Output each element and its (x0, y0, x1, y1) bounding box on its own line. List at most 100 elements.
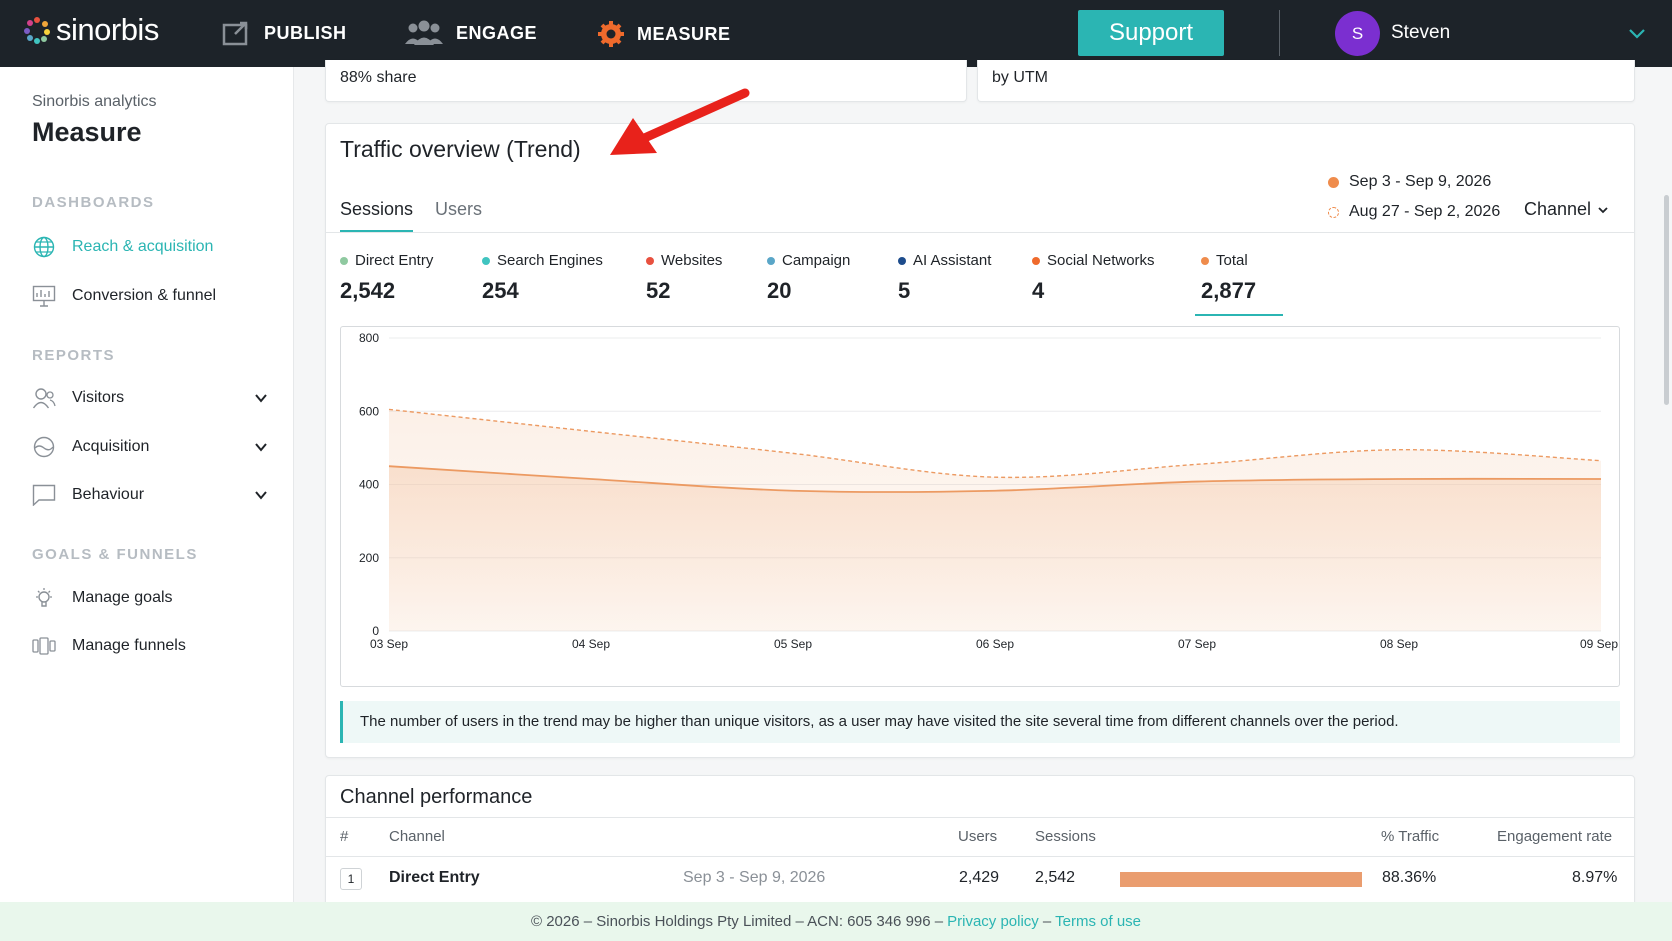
legend-previous-range: Aug 27 - Sep 2, 2026 (1328, 203, 1500, 221)
sidebar: Sinorbis analytics Measure DASHBOARDS Re… (0, 67, 294, 902)
sidebar-item-label: Reach & acquisition (72, 238, 214, 255)
metric-value: 254 (482, 278, 519, 303)
sidebar-item-reach-acquisition[interactable]: Reach & acquisition (32, 232, 268, 262)
metric-websites[interactable]: Websites 52 (646, 252, 722, 304)
privacy-policy-link[interactable]: Privacy policy (947, 913, 1039, 930)
footer: © 2026 – Sinorbis Holdings Pty Limited –… (0, 902, 1672, 941)
sidebar-item-label: Manage funnels (72, 637, 186, 654)
x-tick-label: 09 Sep (1580, 637, 1618, 651)
traffic-info-note: The number of users in the trend may be … (340, 701, 1620, 743)
sidebar-item-label: Acquisition (72, 438, 150, 455)
sidebar-item-visitors[interactable]: Visitors (32, 383, 268, 413)
column-header-sessions[interactable]: Sessions (1035, 828, 1096, 845)
share-card-text: 88% share (340, 69, 417, 86)
tabs-divider (325, 232, 1635, 233)
metric-social-networks[interactable]: Social Networks 4 (1032, 252, 1155, 304)
legend-dot-icon (767, 256, 775, 265)
nav-measure-label: MEASURE (637, 23, 731, 44)
metric-label: Campaign (767, 252, 850, 269)
sidebar-item-behaviour[interactable]: Behaviour (32, 480, 268, 510)
chevron-down-icon[interactable] (254, 391, 268, 405)
sidebar-item-label: Visitors (72, 389, 125, 406)
metric-label-text: AI Assistant (913, 252, 992, 269)
series-1-line (388, 408, 1602, 479)
legend-dot-icon (1201, 256, 1209, 265)
row-rank: 1 (340, 868, 362, 890)
sidebar-title: Measure (32, 117, 142, 147)
legend-dot-icon (1032, 256, 1040, 265)
metric-value: 20 (767, 278, 792, 303)
measure-gear-icon (598, 21, 624, 47)
nav-measure[interactable]: MEASURE (597, 20, 731, 48)
globe-icon (32, 235, 56, 259)
terms-of-use-link[interactable]: Terms of use (1055, 913, 1142, 930)
metric-direct-entry[interactable]: Direct Entry 2,542 (340, 252, 433, 304)
metric-label: Social Networks (1032, 252, 1155, 269)
legend-dot-icon (898, 256, 906, 265)
column-header-traffic[interactable]: % Traffic (1381, 828, 1440, 845)
column-header-engagement[interactable]: Engagement rate (1497, 828, 1613, 845)
x-tick-label: 04 Sep (572, 637, 610, 651)
column-header-users[interactable]: Users (958, 828, 998, 845)
current-range-label: Sep 3 - Sep 9, 2026 (1349, 173, 1492, 190)
x-tick-label: 06 Sep (976, 637, 1014, 651)
footer-separator: – (1042, 913, 1052, 930)
funnel-icon (32, 634, 56, 658)
metric-total[interactable]: Total 2,877 (1201, 252, 1256, 304)
legend-dot-icon (340, 256, 348, 265)
metric-label-text: Total (1216, 252, 1248, 269)
user-avatar[interactable]: S (1335, 11, 1380, 56)
chevron-down-icon (1598, 206, 1608, 213)
metric-value: 4 (1032, 278, 1045, 303)
page-scrollbar[interactable] (1664, 195, 1669, 405)
chevron-down-icon[interactable] (254, 440, 268, 454)
metric-label-text: Direct Entry (355, 252, 434, 269)
nav-publish-label: PUBLISH (264, 22, 347, 43)
row-traffic: 88.36% (1382, 869, 1437, 886)
sinorbis-logo[interactable]: sinorbis (24, 12, 159, 48)
metric-search-engines[interactable]: Search Engines 254 (482, 252, 603, 304)
nav-publish[interactable]: PUBLISH (222, 20, 347, 46)
nav-engage[interactable]: ENGAGE (404, 20, 537, 46)
sidebar-item-label: Conversion & funnel (72, 287, 217, 304)
trend-chart-svg: 0 200 400 600 800 03 Sep 04 Sep 05 Sep 06 Sep 07 … (359, 331, 1618, 651)
sidebar-item-label: Manage goals (72, 589, 173, 606)
tab-users[interactable]: Users (435, 199, 483, 219)
section-dashboards: DASHBOARDS (32, 194, 155, 211)
tab-sessions[interactable]: Sessions (340, 199, 414, 232)
sidebar-subtitle: Sinorbis analytics (32, 93, 157, 110)
sidebar-item-conversion-funnel[interactable]: Conversion & funnel (32, 281, 268, 311)
metric-label-text: Search Engines (497, 252, 603, 269)
metric-label-text: Websites (661, 252, 723, 269)
metric-label-text: Campaign (782, 252, 851, 269)
metric-label: Direct Entry (340, 252, 433, 269)
column-header-num: # (340, 828, 349, 845)
x-tick-label: 05 Sep (774, 637, 812, 651)
sidebar-item-manage-funnels[interactable]: Manage funnels (32, 631, 268, 661)
user-name[interactable]: Steven (1391, 22, 1451, 43)
chevron-down-icon[interactable] (1628, 24, 1646, 42)
table-header-divider-top (325, 817, 1635, 818)
x-tick-label: 08 Sep (1380, 637, 1418, 651)
support-button[interactable]: Support (1078, 10, 1224, 56)
sidebar-item-acquisition[interactable]: Acquisition (32, 432, 268, 462)
metric-value: 5 (898, 278, 911, 303)
chevron-down-icon[interactable] (254, 488, 268, 502)
channel-dropdown[interactable]: Channel (1524, 199, 1609, 220)
row-channel: Direct Entry (389, 869, 480, 886)
y-tick-label: 600 (359, 404, 379, 418)
series-0-line (388, 465, 1602, 493)
sidebar-item-manage-goals[interactable]: Manage goals (32, 583, 268, 613)
row-traffic-bar (1120, 872, 1362, 887)
lightbulb-icon (32, 586, 56, 610)
dashed-dot-icon (1328, 206, 1339, 218)
metric-campaign[interactable]: Campaign 20 (767, 252, 850, 304)
utm-card-text: by UTM (992, 69, 1048, 86)
row-sessions: 2,542 (1035, 869, 1076, 886)
metric-ai-assistant[interactable]: AI Assistant 5 (898, 252, 991, 304)
row-users: 2,429 (959, 869, 1000, 886)
row-traffic-bar-fill (1120, 872, 1362, 887)
legend-dot-icon (482, 256, 490, 265)
sidebar-item-label: Behaviour (72, 486, 145, 503)
column-header-channel[interactable]: Channel (389, 828, 445, 845)
